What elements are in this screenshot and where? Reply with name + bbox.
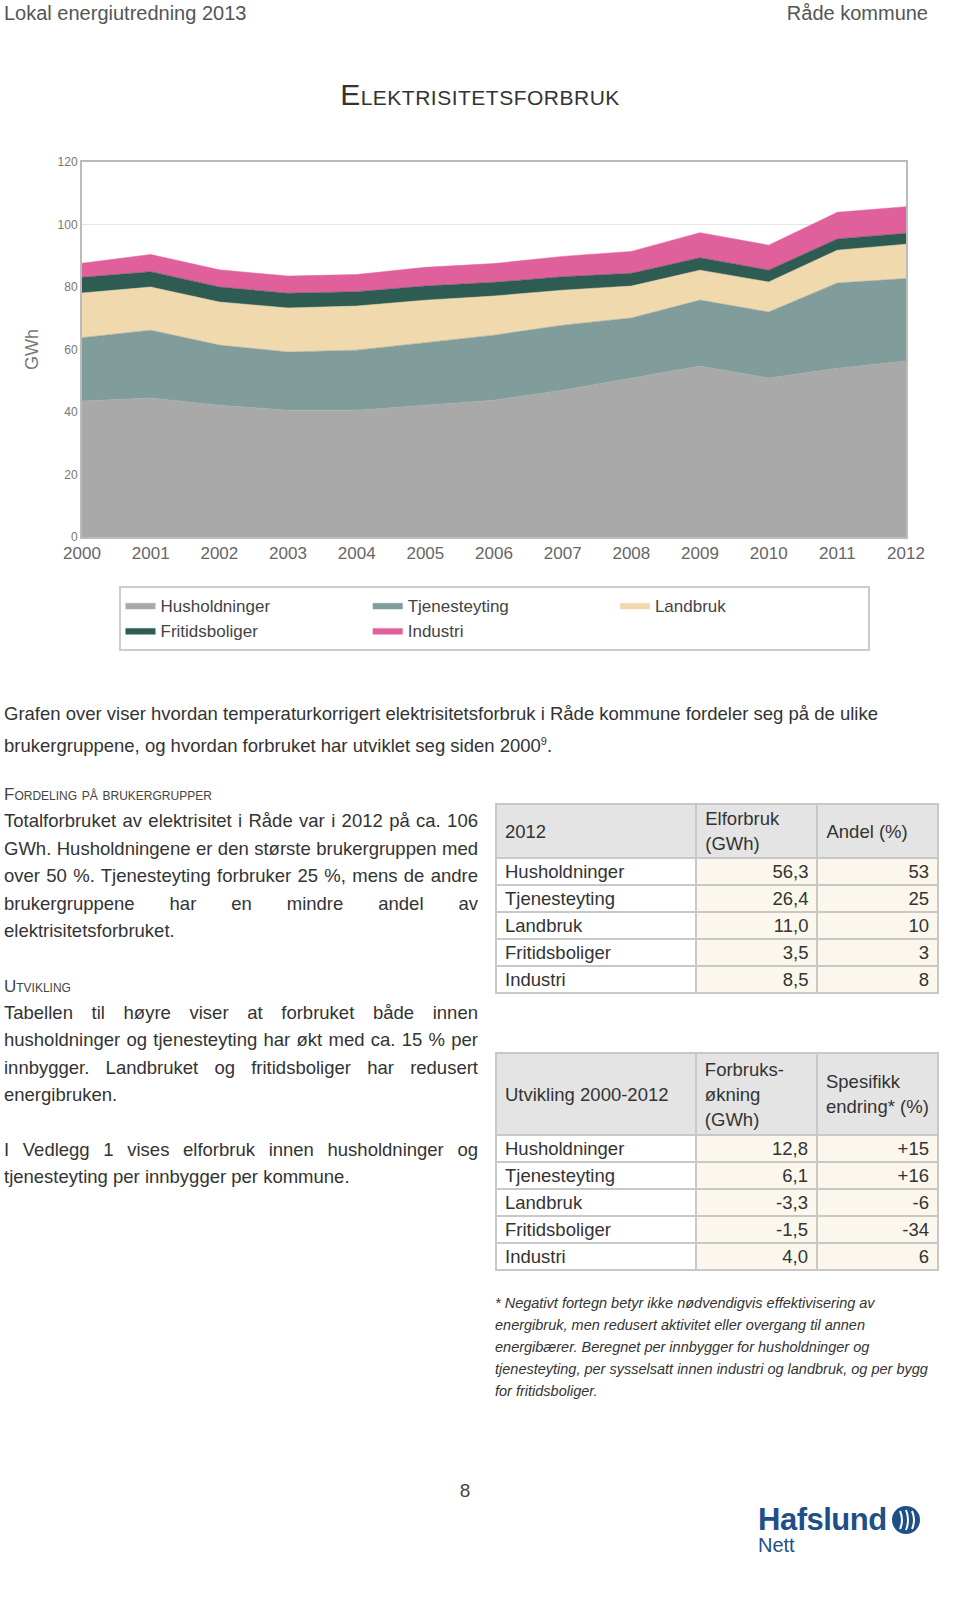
html-text:53: 53 [908,861,929,882]
html-text:12,8: 12,8 [772,1138,808,1159]
svg-text:100: 100 [58,218,78,232]
svg-text:0: 0 [71,530,78,544]
html-text:-6: -6 [912,1192,929,1213]
html-text:Utvikling: Utvikling [4,976,71,996]
html-text:Fordeling på brukergrupper: Fordeling på brukergrupper [4,785,212,804]
html-text:Forbruks-økning (GWh): Forbruks-økning (GWh) [704,1058,784,1130]
svg-text:2007: 2007 [544,544,582,563]
svg-text:Landbruk: Landbruk [655,597,726,616]
svg-text:2001: 2001 [132,544,170,563]
html-text:Elektrisitetsforbruk: Elektrisitetsforbruk [340,78,620,111]
html-text:-1,5: -1,5 [776,1219,808,1240]
html-text:4,0: 4,0 [782,1246,808,1267]
html-text:+15: +15 [897,1138,929,1159]
html-text:11,0: 11,0 [773,915,809,936]
svg-text:2008: 2008 [612,544,650,563]
html-text:Nett: Nett [758,1534,795,1556]
html-text:8: 8 [459,1480,471,1501]
svg-text:80: 80 [64,280,78,294]
html-text:8: 8 [918,969,929,990]
html-text:6: 6 [918,1246,929,1267]
html-text:Fritidsboliger: Fritidsboliger [505,942,611,963]
html-text:Andel (%): Andel (%) [826,820,908,842]
html-text:3: 3 [918,942,929,963]
html-text:-3,3: -3,3 [776,1192,808,1213]
svg-text:2006: 2006 [475,544,513,563]
svg-text:2000: 2000 [63,544,101,563]
html-text:10: 10 [908,915,929,936]
html-text:Lokal energiutredning 2013: Lokal energiutredning 2013 [4,2,247,24]
html-text:Landbruk: Landbruk [505,1192,583,1213]
html-text:-34: -34 [902,1219,929,1240]
svg-text:20: 20 [64,468,78,482]
svg-text:Fritidsboliger: Fritidsboliger [161,622,259,641]
html-text:Industri: Industri [505,1246,566,1267]
html-text:Tjenesteyting: Tjenesteyting [505,1165,615,1186]
svg-text:2005: 2005 [406,544,444,563]
svg-text:Husholdninger: Husholdninger [161,597,271,616]
html-text:Fritidsboliger: Fritidsboliger [505,1219,611,1240]
html-text:9.: 9. [540,734,553,756]
svg-text:Industri: Industri [408,622,464,641]
html-text:I Vedlegg 1 vises elforbruk in: I Vedlegg 1 vises elforbruk innen hushol… [4,1138,478,1187]
svg-text:60: 60 [64,343,78,357]
html-text:Landbruk: Landbruk [505,915,583,936]
svg-text:2010: 2010 [750,544,788,563]
svg-text:40: 40 [64,405,78,419]
svg-text:2003: 2003 [269,544,307,563]
svg-text:2009: 2009 [681,544,719,563]
html-text:Husholdninger: Husholdninger [505,861,625,882]
html-text:Tjenesteyting: Tjenesteyting [505,888,615,909]
svg-text:120: 120 [58,155,78,169]
html-text:8,5: 8,5 [782,969,809,990]
html-text:25: 25 [908,888,929,909]
svg-text:GWh: GWh [22,329,42,370]
svg-text:2011: 2011 [819,544,856,563]
html-text:Industri: Industri [505,969,566,990]
html-text:6,1: 6,1 [782,1165,808,1186]
html-text:Grafen over viser hvordan temp: Grafen over viser hvordan temperaturkorr… [4,703,878,756]
html-text:Elforbruk (GWh): Elforbruk (GWh) [705,808,780,854]
html-text:Spesifikk endring* (%): Spesifikk endring* (%) [826,1071,929,1117]
svg-text:Tjenesteyting: Tjenesteyting [408,597,509,616]
html-text:Husholdninger: Husholdninger [505,1138,625,1159]
html-text:Hafslund: Hafslund [758,1502,887,1537]
svg-text:2004: 2004 [338,544,376,563]
html-text:3,5: 3,5 [782,942,809,963]
html-text:26,4: 26,4 [772,888,809,909]
html-text:* Negativt fortegn betyr ikke: * Negativt fortegn betyr ikke nødvendigv… [495,1295,928,1399]
html-text:+16: +16 [897,1165,929,1186]
html-text:Råde kommune: Råde kommune [786,2,928,24]
html-text:2012: 2012 [505,820,547,842]
html-text:Utvikling 2000-2012: Utvikling 2000-2012 [505,1083,669,1105]
html-text:Totalforbruket av elektrisitet: Totalforbruket av elektrisitet i Råde va… [4,810,478,941]
html-text:Tabellen til høyre viser at fo: Tabellen til høyre viser at forbruket bå… [4,1001,478,1105]
svg-text:2012: 2012 [887,544,925,563]
html-text:56,3: 56,3 [772,861,809,882]
svg-text:2002: 2002 [200,544,238,563]
